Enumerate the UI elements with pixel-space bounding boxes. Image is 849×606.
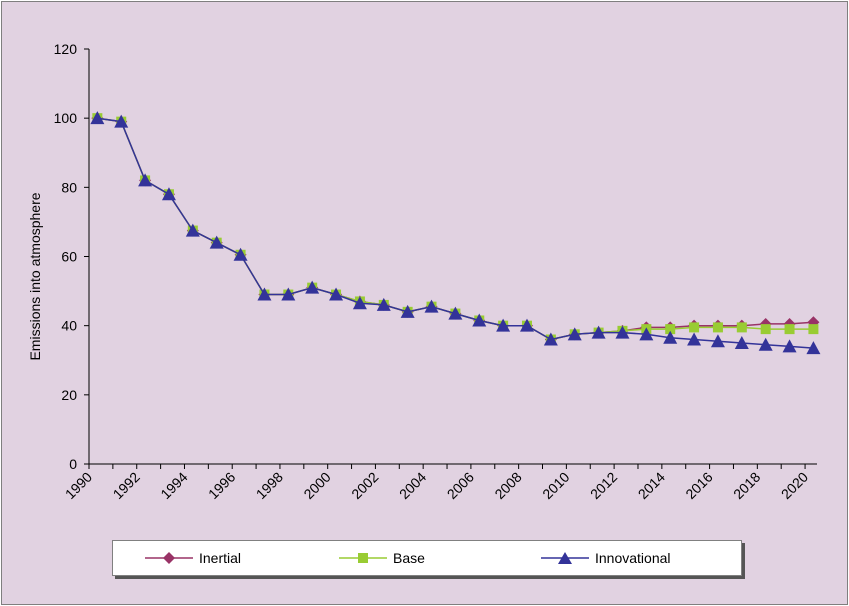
- x-tick-label: 2002: [348, 469, 381, 502]
- data-point-base: [736, 322, 747, 333]
- data-point-innovational: [782, 339, 797, 353]
- data-point-innovational: [90, 111, 105, 125]
- data-point-innovational: [687, 332, 702, 346]
- x-tick-label: 2016: [682, 469, 715, 502]
- data-point-innovational: [424, 299, 439, 313]
- legend-item-inertial: Inertial: [145, 541, 241, 575]
- legend-marker-innovational: [541, 552, 589, 564]
- data-point-innovational: [639, 327, 654, 341]
- y-tick-label: 120: [54, 41, 78, 57]
- series-line-inertial: [97, 117, 814, 341]
- legend-label-inertial: Inertial: [199, 550, 242, 566]
- data-point-innovational: [352, 296, 367, 310]
- data-point-base: [689, 322, 700, 333]
- data-point-base: [808, 324, 819, 335]
- series-line-base: [97, 117, 814, 341]
- data-point-innovational: [185, 223, 200, 237]
- data-point-base: [712, 322, 723, 333]
- data-point-innovational: [233, 247, 248, 261]
- data-point-innovational: [281, 287, 296, 301]
- x-tick-label: 2012: [587, 469, 620, 502]
- data-point-innovational: [161, 187, 176, 201]
- data-point-innovational: [138, 173, 153, 187]
- x-tick-label: 1994: [157, 469, 190, 502]
- x-tick-label: 2020: [778, 469, 811, 502]
- data-point-innovational: [376, 297, 391, 311]
- y-tick-label: 40: [61, 318, 77, 334]
- data-point-innovational: [710, 334, 725, 348]
- legend-label-innovational: Innovational: [595, 550, 671, 566]
- x-tick-label: 2000: [300, 469, 333, 502]
- x-tick-label: 2018: [730, 469, 763, 502]
- x-tick-label: 1990: [62, 469, 95, 502]
- legend-item-base: Base: [339, 541, 425, 575]
- x-tick-label: 1992: [110, 469, 143, 502]
- legend-label-base: Base: [393, 550, 425, 566]
- data-point-base: [665, 324, 676, 335]
- data-point-innovational: [305, 280, 320, 294]
- data-point-innovational: [400, 304, 415, 318]
- data-point-innovational: [257, 287, 272, 301]
- y-tick-label: 20: [61, 387, 77, 403]
- data-point-base: [784, 324, 795, 335]
- legend-marker-base: [339, 553, 387, 563]
- data-point-innovational: [758, 337, 773, 351]
- y-axis-title: Emissions into atmosphere: [27, 192, 43, 360]
- legend-marker-inertial: [145, 552, 193, 564]
- data-point-base: [760, 324, 771, 335]
- x-tick-label: 2006: [444, 469, 477, 502]
- data-point-innovational: [567, 327, 582, 341]
- data-point-innovational: [543, 332, 558, 346]
- data-point-innovational: [615, 325, 630, 339]
- data-point-innovational: [806, 341, 821, 355]
- legend-item-innovational: Innovational: [541, 541, 671, 575]
- y-tick-label: 60: [61, 249, 77, 265]
- x-tick-label: 2010: [539, 469, 572, 502]
- y-tick-label: 80: [61, 179, 77, 195]
- data-point-innovational: [663, 330, 678, 344]
- x-tick-label: 2004: [396, 469, 429, 502]
- y-tick-label: 100: [54, 110, 78, 126]
- data-point-innovational: [496, 318, 511, 332]
- data-point-innovational: [519, 318, 534, 332]
- x-tick-label: 2014: [635, 469, 668, 502]
- data-point-innovational: [209, 235, 224, 249]
- x-tick-label: 2008: [491, 469, 524, 502]
- x-tick-label: 1998: [253, 469, 286, 502]
- data-point-innovational: [448, 306, 463, 320]
- data-point-innovational: [329, 287, 344, 301]
- data-point-innovational: [591, 325, 606, 339]
- x-tick-label: 1996: [205, 469, 238, 502]
- data-point-innovational: [472, 313, 487, 327]
- y-tick-label: 0: [69, 456, 77, 472]
- data-point-innovational: [734, 335, 749, 349]
- legend: Inertial Base Innovational: [112, 540, 742, 576]
- data-point-innovational: [114, 114, 129, 128]
